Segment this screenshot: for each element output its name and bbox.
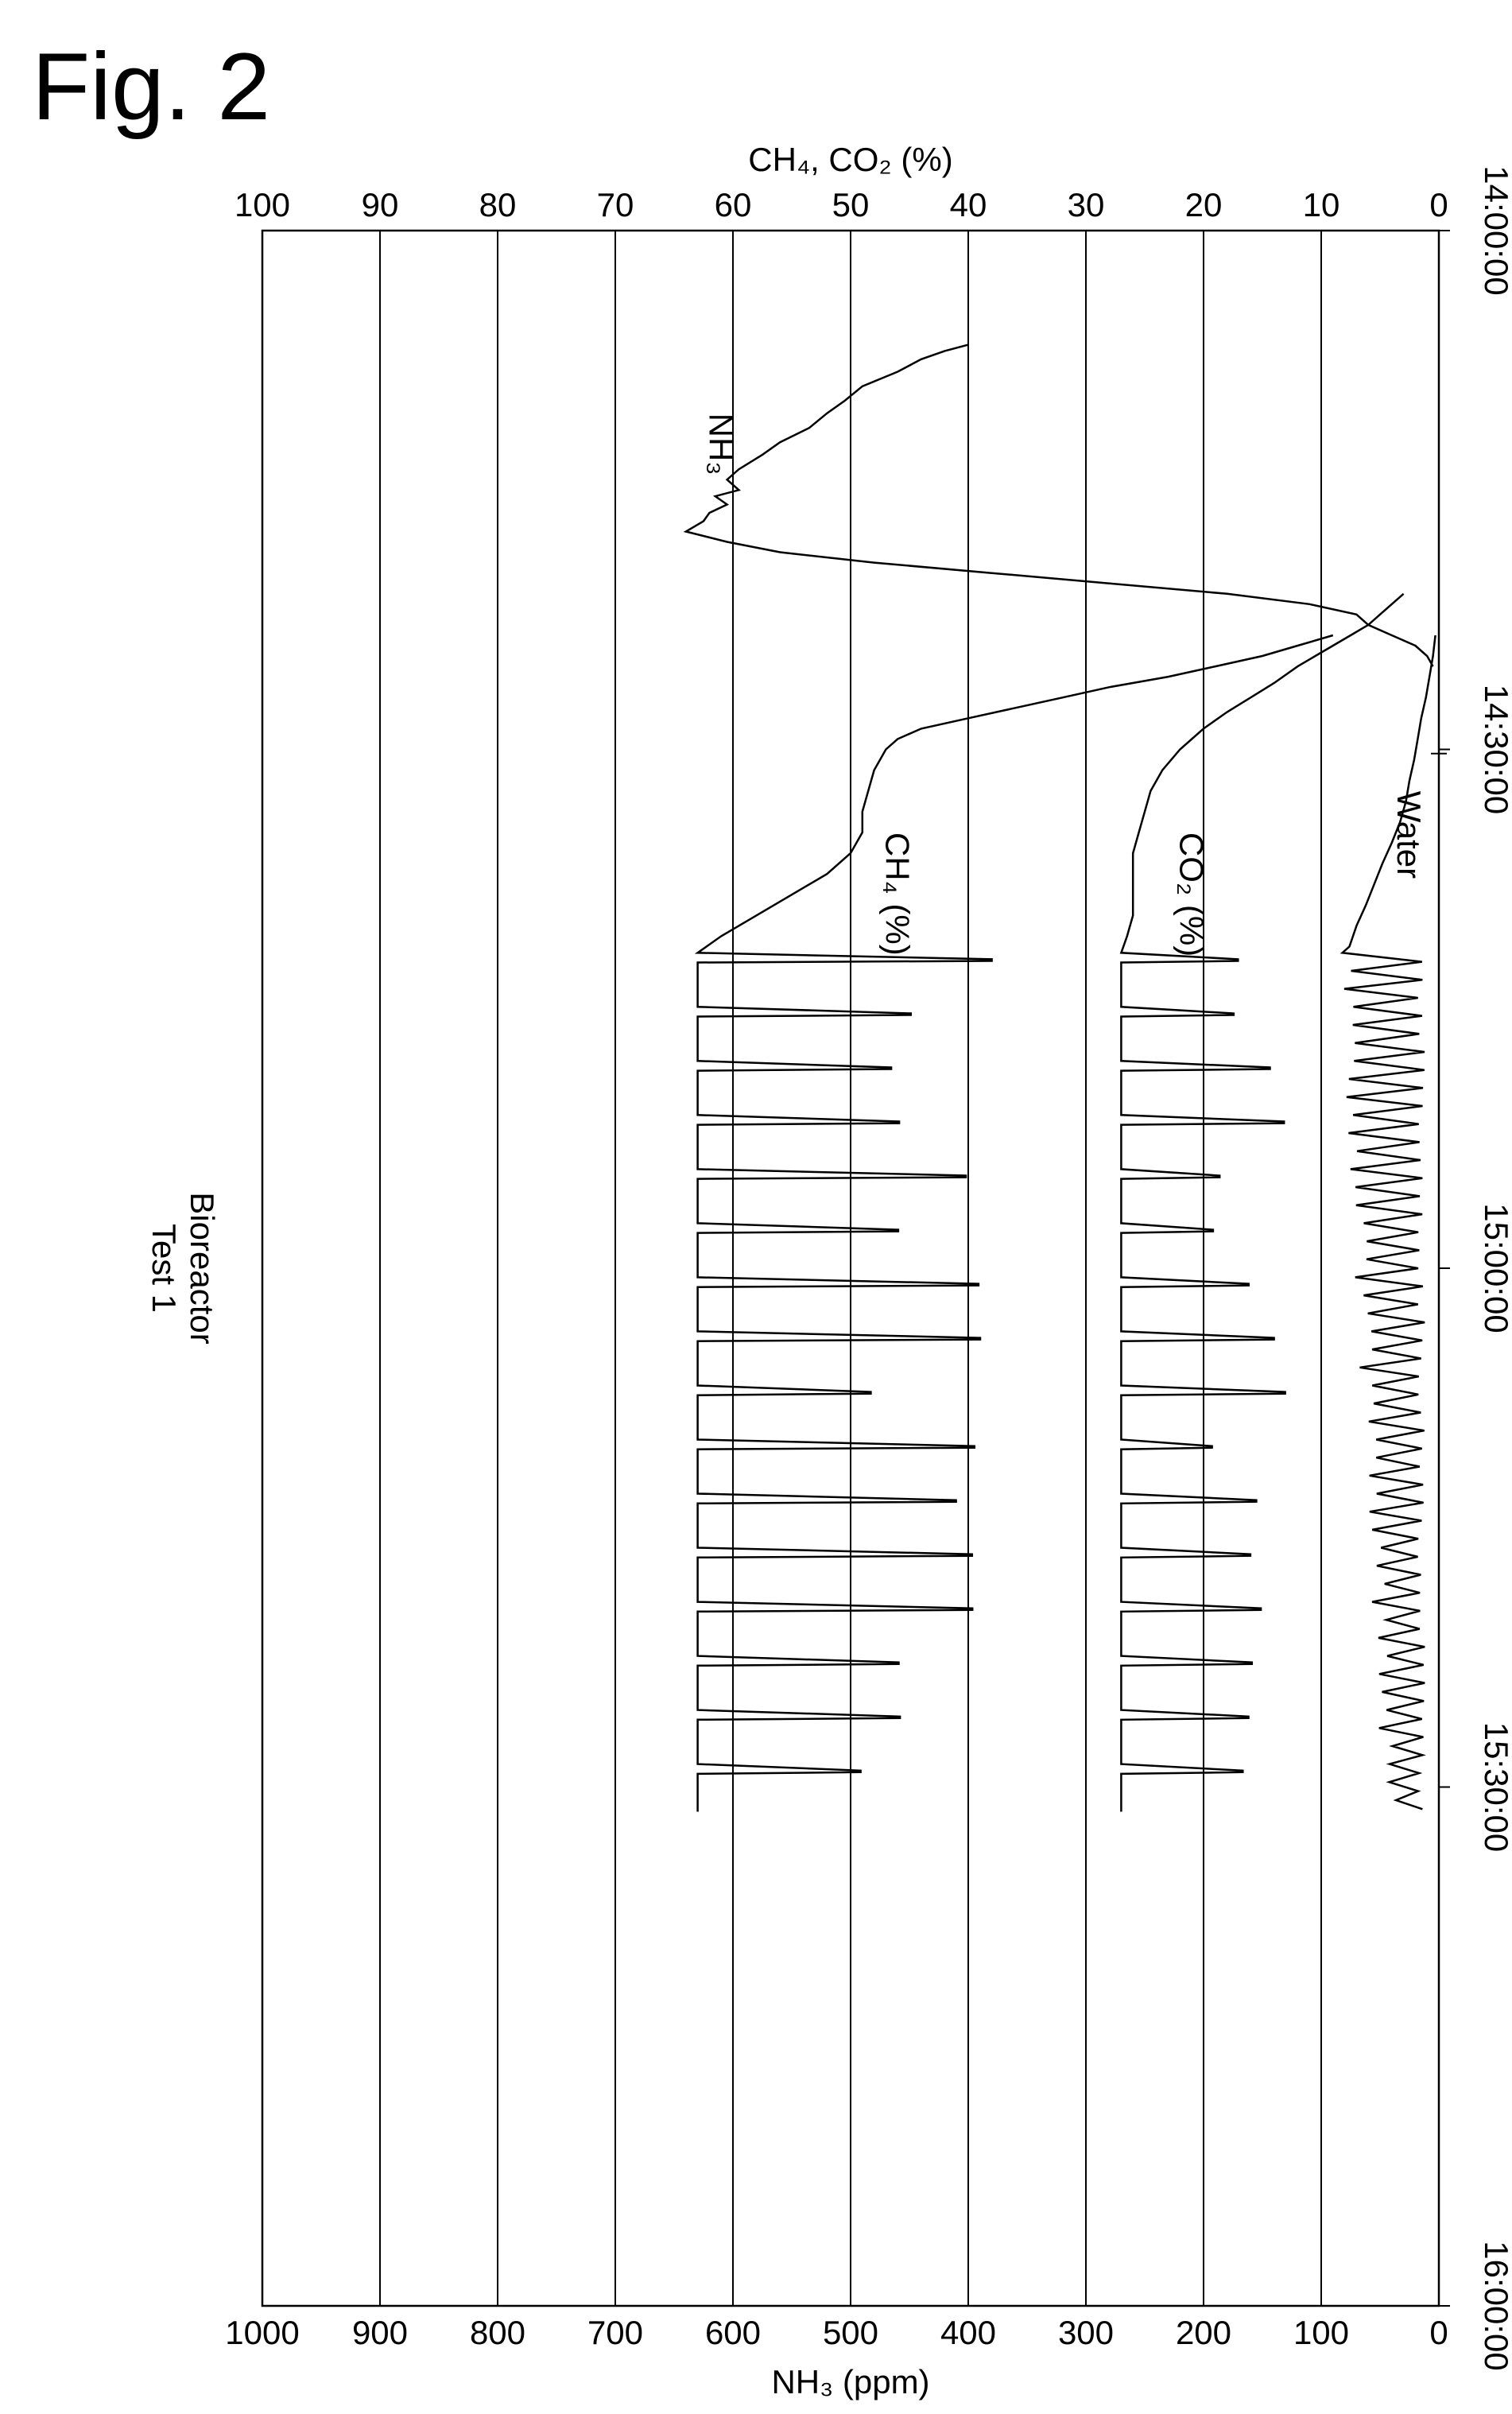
series-label-water: Water xyxy=(1390,791,1428,879)
time-axis-tick: 16:00:00 xyxy=(1478,2241,1512,2371)
right-axis-tick: 900 xyxy=(352,2314,408,2351)
left-axis-tick: 70 xyxy=(597,186,634,223)
left-axis-tick: 0 xyxy=(1429,186,1448,223)
time-axis-tick: 15:00:00 xyxy=(1478,1203,1512,1333)
svg-text:Test 1: Test 1 xyxy=(145,1224,183,1313)
right-axis-tick: 400 xyxy=(940,2314,996,2351)
left-axis-tick: 50 xyxy=(832,186,870,223)
right-axis-tick: 200 xyxy=(1176,2314,1231,2351)
time-axis-tick: 15:30:00 xyxy=(1478,1722,1512,1853)
figure-label: Fig. 2 xyxy=(32,33,270,140)
left-axis-tick: 10 xyxy=(1303,186,1340,223)
right-axis-tick: 800 xyxy=(470,2314,525,2351)
right-axis-label: NH₃ (ppm) xyxy=(771,2363,929,2400)
time-axis-tick: 14:30:00 xyxy=(1478,685,1512,815)
left-axis-tick: 20 xyxy=(1185,186,1223,223)
svg-text:Bioreactor: Bioreactor xyxy=(184,1192,221,1344)
bioreactor-chart: Fig. 2 0 10 20 30 40 50 60 70 80 90 100 CH₄, CO₂ (%)… xyxy=(0,0,1512,2414)
series-label-co2: CO₂ (%) xyxy=(1173,832,1210,957)
right-axis-tick: 100 xyxy=(1293,2314,1349,2351)
series-label-nh3: NH₃ xyxy=(702,413,739,475)
left-axis-tick: 100 xyxy=(235,186,290,223)
right-axis-tick: 0 xyxy=(1429,2314,1448,2351)
right-axis-tick: 1000 xyxy=(225,2314,299,2351)
left-axis-tick: 40 xyxy=(950,186,987,223)
left-axis-tick: 90 xyxy=(362,186,399,223)
time-axis-tick: 14:00:00 xyxy=(1478,165,1512,296)
left-axis-tick: 30 xyxy=(1068,186,1105,223)
left-axis-tick: 80 xyxy=(479,186,517,223)
right-axis-tick: 600 xyxy=(705,2314,761,2351)
right-axis-tick: 300 xyxy=(1058,2314,1114,2351)
right-axis-tick: 700 xyxy=(587,2314,643,2351)
left-axis-tick: 60 xyxy=(715,186,752,223)
left-axis-label: CH₄, CO₂ (%) xyxy=(748,141,952,178)
right-axis-tick: 500 xyxy=(823,2314,878,2351)
series-label-ch4: CH₄ (%) xyxy=(878,832,916,956)
